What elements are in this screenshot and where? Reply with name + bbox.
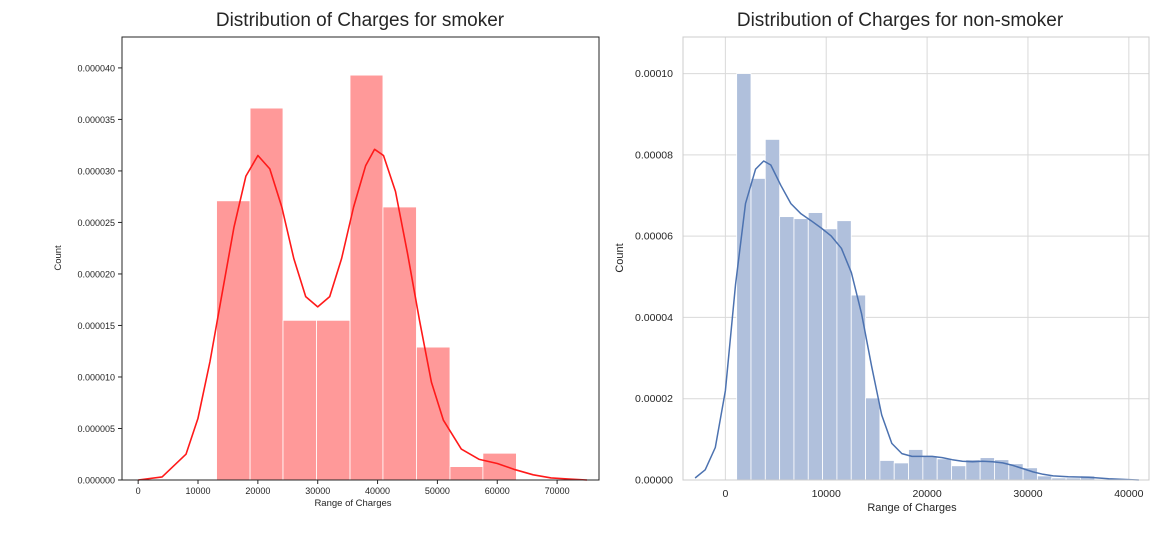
histogram-bar [736,73,752,481]
x-tick-label: 20000 [245,486,270,496]
y-tick-label: 0.00002 [635,393,673,405]
histogram-bar [908,449,924,481]
plot-frame-smoker [121,36,600,481]
x-axis-label-smoker: Range of Charges [314,498,391,509]
y-tick-label: 0.000015 [77,321,115,331]
chart-non-smoker: Distribution of Charges for non-smoker 0… [614,10,1150,514]
x-tick-label: 40000 [365,486,390,496]
histogram-bars-non-smoker [736,73,1096,481]
histogram-bar [893,462,909,481]
histogram-bar [416,346,451,481]
chart-title-non-smoker: Distribution of Charges for non-smoker [737,10,1064,31]
histogram-bar [382,206,417,481]
y-tick-label: 0.00006 [635,231,673,243]
y-axis-label-non-smoker: Count [614,243,626,272]
x-tick-label: 60000 [485,486,510,496]
kde-line-smoker [138,148,588,481]
y-tick-label: 0.000035 [77,115,115,125]
histogram-bar [750,178,766,481]
x-tick-label: 20000 [912,488,941,500]
histogram-bar [822,228,838,481]
x-tick-label: 50000 [425,486,450,496]
y-tick-label: 0.000040 [77,63,115,73]
chart-smoker: Distribution of Charges for smoker 0.000… [53,10,600,509]
y-tick-label: 0.00008 [635,149,673,161]
x-ticks-smoker: 0 10000 20000 30000 40000 50000 60000 70000 [136,480,570,496]
x-tick-label: 40000 [1114,488,1143,500]
histogram-bar [282,319,317,481]
histogram-bar [482,452,517,481]
y-tick-label: 0.000020 [77,269,115,279]
y-tick-label: 0.000005 [77,424,115,434]
histogram-bar [965,459,981,481]
histogram-bar [922,456,938,481]
kde-line-non-smoker [694,160,1139,481]
x-tick-label: 70000 [545,486,570,496]
y-tick-label: 0.000025 [77,218,115,228]
histogram-bar [865,397,881,481]
chart-title-smoker: Distribution of Charges for smoker [216,10,505,31]
histogram-bar [249,107,284,481]
histogram-bar [316,319,351,481]
y-ticks-non-smoker: 0.00000 0.00002 0.00004 0.00006 0.00008 0.000… [635,68,673,486]
x-tick-label: 0 [722,488,728,500]
y-axis-label-smoker: Count [53,245,64,271]
y-tick-label: 0.00010 [635,68,673,80]
x-tick-label: 30000 [305,486,330,496]
histogram-bar [951,465,967,481]
x-axis-label-non-smoker: Range of Charges [867,502,957,514]
histogram-bars-smoker [216,74,517,481]
x-ticks-non-smoker: 0 10000 20000 30000 40000 [722,488,1143,500]
histogram-bar [879,460,895,481]
histogram-bar [793,218,809,481]
y-tick-label: 0.000030 [77,166,115,176]
histogram-bar [779,216,795,481]
plot-frame-non-smoker [682,36,1150,481]
x-tick-label: 10000 [185,486,210,496]
x-tick-label: 10000 [812,488,841,500]
histogram-bar [836,220,852,481]
histogram-bar [449,466,484,481]
histogram-bar [936,458,952,481]
x-tick-label: 30000 [1013,488,1042,500]
y-tick-label: 0.00000 [635,475,673,487]
histogram-bar [1037,475,1053,481]
histogram-bar [764,139,781,481]
histogram-bar [216,200,251,481]
y-tick-label: 0.000010 [77,372,115,382]
x-tick-label: 0 [136,486,141,496]
y-tick-label: 0.00004 [635,312,673,324]
histogram-bar [807,212,823,481]
y-tick-label: 0.000000 [77,476,115,486]
histogram-bar [349,74,384,481]
y-ticks-smoker: 0.000000 0.000005 0.000010 0.000015 0.000020… [77,63,122,486]
